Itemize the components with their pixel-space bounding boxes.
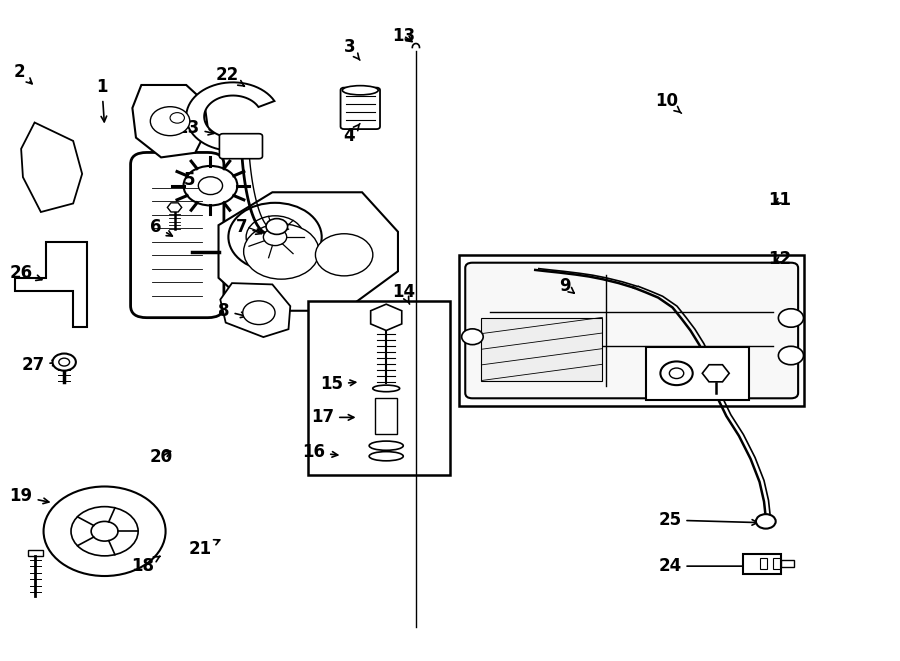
Circle shape	[184, 166, 238, 206]
Circle shape	[756, 514, 776, 529]
Polygon shape	[219, 192, 398, 311]
Bar	[308, 301, 450, 475]
Text: 10: 10	[655, 93, 681, 113]
Text: 21: 21	[189, 540, 220, 558]
Circle shape	[264, 229, 287, 246]
FancyBboxPatch shape	[465, 262, 798, 399]
Polygon shape	[220, 283, 291, 337]
Circle shape	[670, 368, 684, 379]
Circle shape	[661, 362, 693, 385]
Polygon shape	[21, 122, 82, 212]
Bar	[760, 559, 767, 568]
Ellipse shape	[369, 441, 403, 450]
Text: 25: 25	[658, 511, 758, 529]
Text: 16: 16	[302, 444, 338, 461]
Circle shape	[91, 522, 118, 541]
Text: 19: 19	[10, 487, 49, 506]
Text: 5: 5	[184, 171, 206, 190]
Ellipse shape	[373, 385, 400, 392]
Bar	[781, 560, 794, 567]
Text: 14: 14	[392, 284, 415, 304]
Bar	[375, 399, 397, 434]
Text: 6: 6	[150, 217, 172, 236]
Circle shape	[702, 380, 720, 393]
Polygon shape	[132, 85, 208, 157]
Bar	[28, 550, 42, 557]
Bar	[773, 559, 780, 568]
Text: 2: 2	[14, 63, 32, 84]
Text: 7: 7	[236, 217, 262, 235]
Circle shape	[52, 354, 76, 371]
Ellipse shape	[342, 86, 378, 95]
Text: 27: 27	[22, 356, 58, 373]
Circle shape	[266, 219, 288, 235]
Circle shape	[315, 234, 373, 276]
Polygon shape	[186, 83, 274, 151]
Bar	[645, 347, 749, 400]
Text: 11: 11	[769, 191, 792, 209]
FancyBboxPatch shape	[340, 88, 380, 129]
Circle shape	[43, 486, 166, 576]
Circle shape	[243, 301, 275, 325]
Circle shape	[198, 176, 222, 194]
Circle shape	[670, 350, 692, 366]
Text: 24: 24	[658, 557, 751, 575]
Text: 18: 18	[131, 556, 160, 575]
Bar	[743, 555, 781, 574]
Polygon shape	[14, 242, 86, 327]
Circle shape	[71, 506, 138, 556]
Text: 8: 8	[218, 302, 247, 320]
Circle shape	[462, 329, 483, 344]
Circle shape	[778, 346, 804, 365]
Text: 20: 20	[149, 448, 173, 466]
Circle shape	[150, 106, 190, 136]
Text: 13: 13	[392, 26, 415, 44]
Bar	[482, 318, 602, 381]
Text: 12: 12	[769, 251, 792, 268]
Circle shape	[58, 358, 69, 366]
Ellipse shape	[369, 451, 403, 461]
Bar	[459, 254, 805, 407]
Text: 3: 3	[344, 38, 360, 60]
FancyBboxPatch shape	[130, 153, 224, 318]
Circle shape	[778, 309, 804, 327]
Circle shape	[244, 224, 319, 279]
Text: 17: 17	[311, 408, 354, 426]
Text: 26: 26	[10, 264, 42, 282]
Text: 23: 23	[176, 119, 214, 137]
Text: 4: 4	[344, 124, 360, 145]
Polygon shape	[371, 304, 401, 330]
Polygon shape	[702, 365, 729, 382]
Circle shape	[229, 203, 321, 271]
Text: 22: 22	[216, 66, 245, 87]
Text: 15: 15	[320, 375, 356, 393]
FancyBboxPatch shape	[220, 134, 263, 159]
Text: 9: 9	[559, 277, 574, 295]
Polygon shape	[167, 203, 182, 212]
Text: 1: 1	[96, 78, 108, 122]
Circle shape	[170, 112, 184, 123]
Circle shape	[246, 215, 304, 258]
